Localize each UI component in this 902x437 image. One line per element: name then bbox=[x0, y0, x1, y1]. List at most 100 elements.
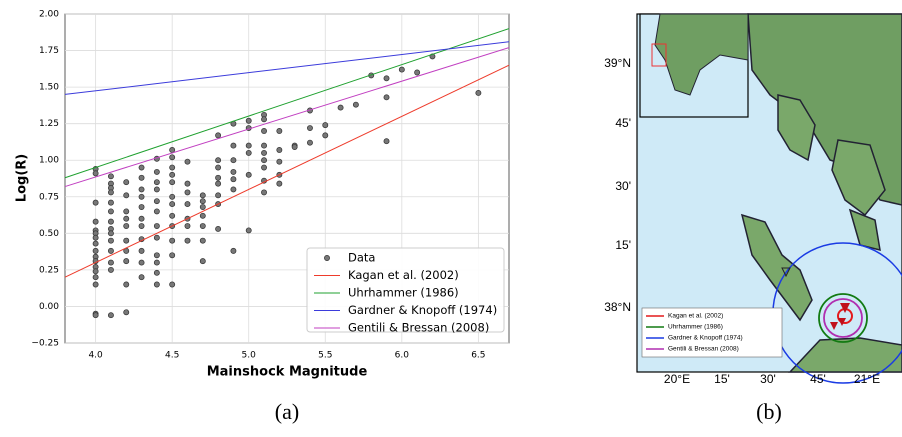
data-point bbox=[261, 128, 266, 133]
data-point bbox=[124, 310, 129, 315]
data-point bbox=[154, 209, 159, 214]
data-point bbox=[261, 143, 266, 148]
data-point bbox=[170, 155, 175, 160]
data-point bbox=[139, 204, 144, 209]
data-point bbox=[216, 193, 221, 198]
data-point bbox=[216, 158, 221, 163]
data-point bbox=[139, 216, 144, 221]
data-point bbox=[246, 118, 251, 123]
y-tick-label: 1.50 bbox=[39, 83, 59, 93]
data-point bbox=[323, 133, 328, 138]
data-point bbox=[124, 223, 129, 228]
data-point bbox=[154, 223, 159, 228]
legend-label: Gentili & Bressan (2008) bbox=[348, 321, 489, 335]
data-point bbox=[139, 175, 144, 180]
caption: (b) bbox=[756, 399, 782, 424]
data-point bbox=[154, 260, 159, 265]
data-point bbox=[200, 213, 205, 218]
x-tick-label: 4.5 bbox=[165, 351, 179, 361]
legend-label: Gardner & Knopoff (1974) bbox=[348, 303, 497, 317]
longitude-label: 15' bbox=[714, 372, 730, 386]
data-point bbox=[154, 270, 159, 275]
data-point bbox=[231, 158, 236, 163]
figure: 4.04.55.05.56.06.5−0.250.000.250.500.751… bbox=[0, 0, 902, 437]
data-point bbox=[93, 313, 98, 318]
legend-marker bbox=[324, 255, 329, 260]
data-point bbox=[124, 238, 129, 243]
data-point bbox=[231, 248, 236, 253]
data-point bbox=[170, 253, 175, 258]
latitude-label: 30' bbox=[615, 179, 631, 193]
data-point bbox=[200, 259, 205, 264]
x-tick-label: 4.0 bbox=[88, 351, 103, 361]
legend-label: Data bbox=[348, 251, 375, 265]
data-point bbox=[93, 235, 98, 240]
data-point bbox=[170, 194, 175, 199]
y-tick-label: 2.00 bbox=[39, 10, 59, 20]
data-point bbox=[170, 165, 175, 170]
data-point bbox=[139, 223, 144, 228]
data-point bbox=[154, 253, 159, 258]
map-legend-label: Kagan et al. (2002) bbox=[668, 313, 723, 320]
data-point bbox=[93, 219, 98, 224]
data-point bbox=[93, 275, 98, 280]
data-point bbox=[216, 226, 221, 231]
data-point bbox=[277, 128, 282, 133]
data-point bbox=[108, 267, 113, 272]
data-point bbox=[277, 159, 282, 164]
data-point bbox=[216, 133, 221, 138]
data-point bbox=[93, 171, 98, 176]
y-tick-label: 1.75 bbox=[39, 46, 59, 56]
data-point bbox=[476, 90, 481, 95]
y-tick-label: 0.25 bbox=[39, 265, 59, 275]
y-tick-label: −0.25 bbox=[31, 339, 59, 349]
data-point bbox=[124, 259, 129, 264]
longitude-label: 30' bbox=[760, 372, 776, 386]
data-point bbox=[154, 235, 159, 240]
data-point bbox=[139, 194, 144, 199]
y-tick-label: 0.50 bbox=[39, 229, 59, 239]
data-point bbox=[170, 213, 175, 218]
latitude-label: 38°N bbox=[604, 300, 631, 314]
data-point bbox=[93, 241, 98, 246]
data-point bbox=[200, 238, 205, 243]
data-point bbox=[124, 282, 129, 287]
data-point bbox=[399, 67, 404, 72]
data-point bbox=[170, 172, 175, 177]
data-point bbox=[216, 175, 221, 180]
latitude-label: 45' bbox=[615, 116, 631, 130]
data-point bbox=[231, 187, 236, 192]
y-axis-label: Log(R) bbox=[15, 154, 30, 202]
data-point bbox=[108, 231, 113, 236]
data-point bbox=[185, 190, 190, 195]
y-tick-label: 1.00 bbox=[39, 156, 59, 166]
data-point bbox=[384, 76, 389, 81]
data-point bbox=[108, 200, 113, 205]
latitude-label: 15' bbox=[615, 238, 631, 252]
legend-label: Kagan et al. (2002) bbox=[348, 268, 459, 282]
data-point bbox=[200, 223, 205, 228]
data-point bbox=[415, 70, 420, 75]
data-point bbox=[139, 275, 144, 280]
data-point bbox=[93, 200, 98, 205]
data-point bbox=[108, 260, 113, 265]
data-point bbox=[154, 199, 159, 204]
data-point bbox=[170, 147, 175, 152]
data-point bbox=[216, 165, 221, 170]
data-point bbox=[93, 248, 98, 253]
data-point bbox=[170, 282, 175, 287]
data-point bbox=[154, 180, 159, 185]
longitude-label: 45' bbox=[810, 372, 826, 386]
data-point bbox=[246, 143, 251, 148]
x-tick-label: 5.0 bbox=[242, 351, 257, 361]
data-point bbox=[154, 169, 159, 174]
longitude-label: 21°E bbox=[854, 372, 880, 386]
data-point bbox=[108, 238, 113, 243]
y-tick-label: 0.00 bbox=[39, 302, 59, 312]
data-point bbox=[261, 117, 266, 122]
caption: (a) bbox=[275, 399, 299, 424]
y-tick-label: 1.25 bbox=[39, 119, 59, 129]
data-point bbox=[154, 187, 159, 192]
data-point bbox=[246, 150, 251, 155]
data-point bbox=[261, 190, 266, 195]
